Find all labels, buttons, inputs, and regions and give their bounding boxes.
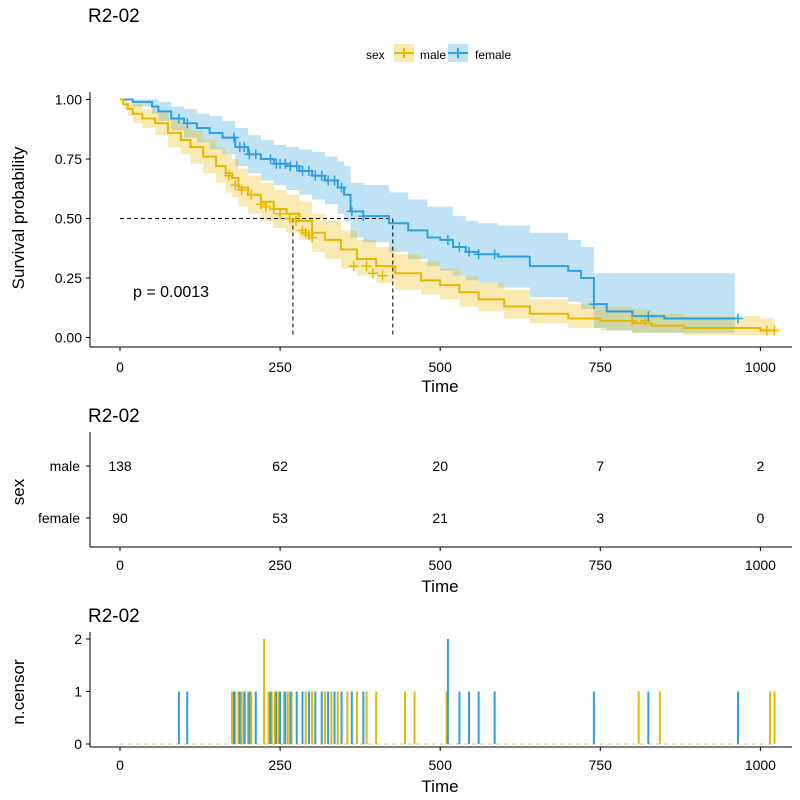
km-y-tick-label: 1.00	[55, 92, 82, 108]
risk-x-tick-label: 750	[589, 557, 613, 573]
km-x-tick-label: 0	[116, 359, 124, 375]
censor-x-axis-label: Time	[421, 777, 458, 796]
risk-row-label-male: male	[50, 458, 81, 474]
km-y-tick-label: 0.25	[55, 270, 82, 286]
legend-label-male: male	[420, 48, 446, 62]
risk-cell-male: 20	[432, 458, 448, 474]
risk-cell-female: 0	[757, 510, 765, 526]
risk-y-axis-label: sex	[9, 478, 28, 505]
male-confidence-band	[120, 99, 775, 336]
km-y-tick-label: 0.00	[55, 330, 82, 346]
censor-y-tick-label: 1	[74, 684, 82, 700]
km-x-tick-label: 750	[589, 359, 613, 375]
risk-cell-male: 62	[272, 458, 288, 474]
risk-table-title: R2-02	[88, 406, 140, 427]
censor-y-tick-label: 2	[74, 631, 82, 647]
risk-cell-female: 90	[112, 510, 128, 526]
censor-y-tick-label: 0	[74, 736, 82, 752]
risk-x-tick-label: 250	[268, 557, 292, 573]
censor-x-tick-label: 750	[589, 757, 613, 773]
risk-x-axis-label: Time	[421, 577, 458, 596]
legend-label-female: female	[475, 48, 511, 62]
censor-x-tick-label: 250	[268, 757, 292, 773]
female-confidence-band	[120, 99, 735, 333]
censor-y-axis-label: n.censor	[9, 659, 28, 725]
km-x-tick-label: 1000	[745, 359, 776, 375]
censor-x-tick-label: 0	[116, 757, 124, 773]
km-x-tick-label: 250	[268, 359, 292, 375]
risk-cell-male: 138	[108, 458, 132, 474]
risk-x-tick-label: 500	[429, 557, 453, 573]
km-y-axis-label: Survival probability	[9, 146, 28, 289]
risk-x-tick-label: 0	[116, 557, 124, 573]
risk-cell-male: 2	[757, 458, 765, 474]
km-y-tick-label: 0.50	[55, 211, 82, 227]
km-x-axis-label: Time	[421, 377, 458, 396]
km-y-tick-label: 0.75	[55, 151, 82, 167]
km-x-tick-label: 500	[429, 359, 453, 375]
risk-row-label-female: female	[38, 510, 80, 526]
censor-x-tick-label: 500	[429, 757, 453, 773]
legend-title: sex	[366, 48, 385, 62]
risk-cell-female: 21	[432, 510, 448, 526]
female-survival-curve	[120, 98, 735, 320]
risk-x-tick-label: 1000	[745, 557, 776, 573]
risk-cell-female: 53	[272, 510, 288, 526]
risk-cell-male: 7	[596, 458, 604, 474]
km-title: R2-02	[88, 6, 140, 27]
censor-title: R2-02	[88, 606, 140, 627]
risk-cell-female: 3	[596, 510, 604, 526]
p-value-annotation: p = 0.0013	[133, 284, 209, 301]
male-survival-curve	[120, 98, 775, 332]
censor-x-tick-label: 1000	[745, 757, 776, 773]
